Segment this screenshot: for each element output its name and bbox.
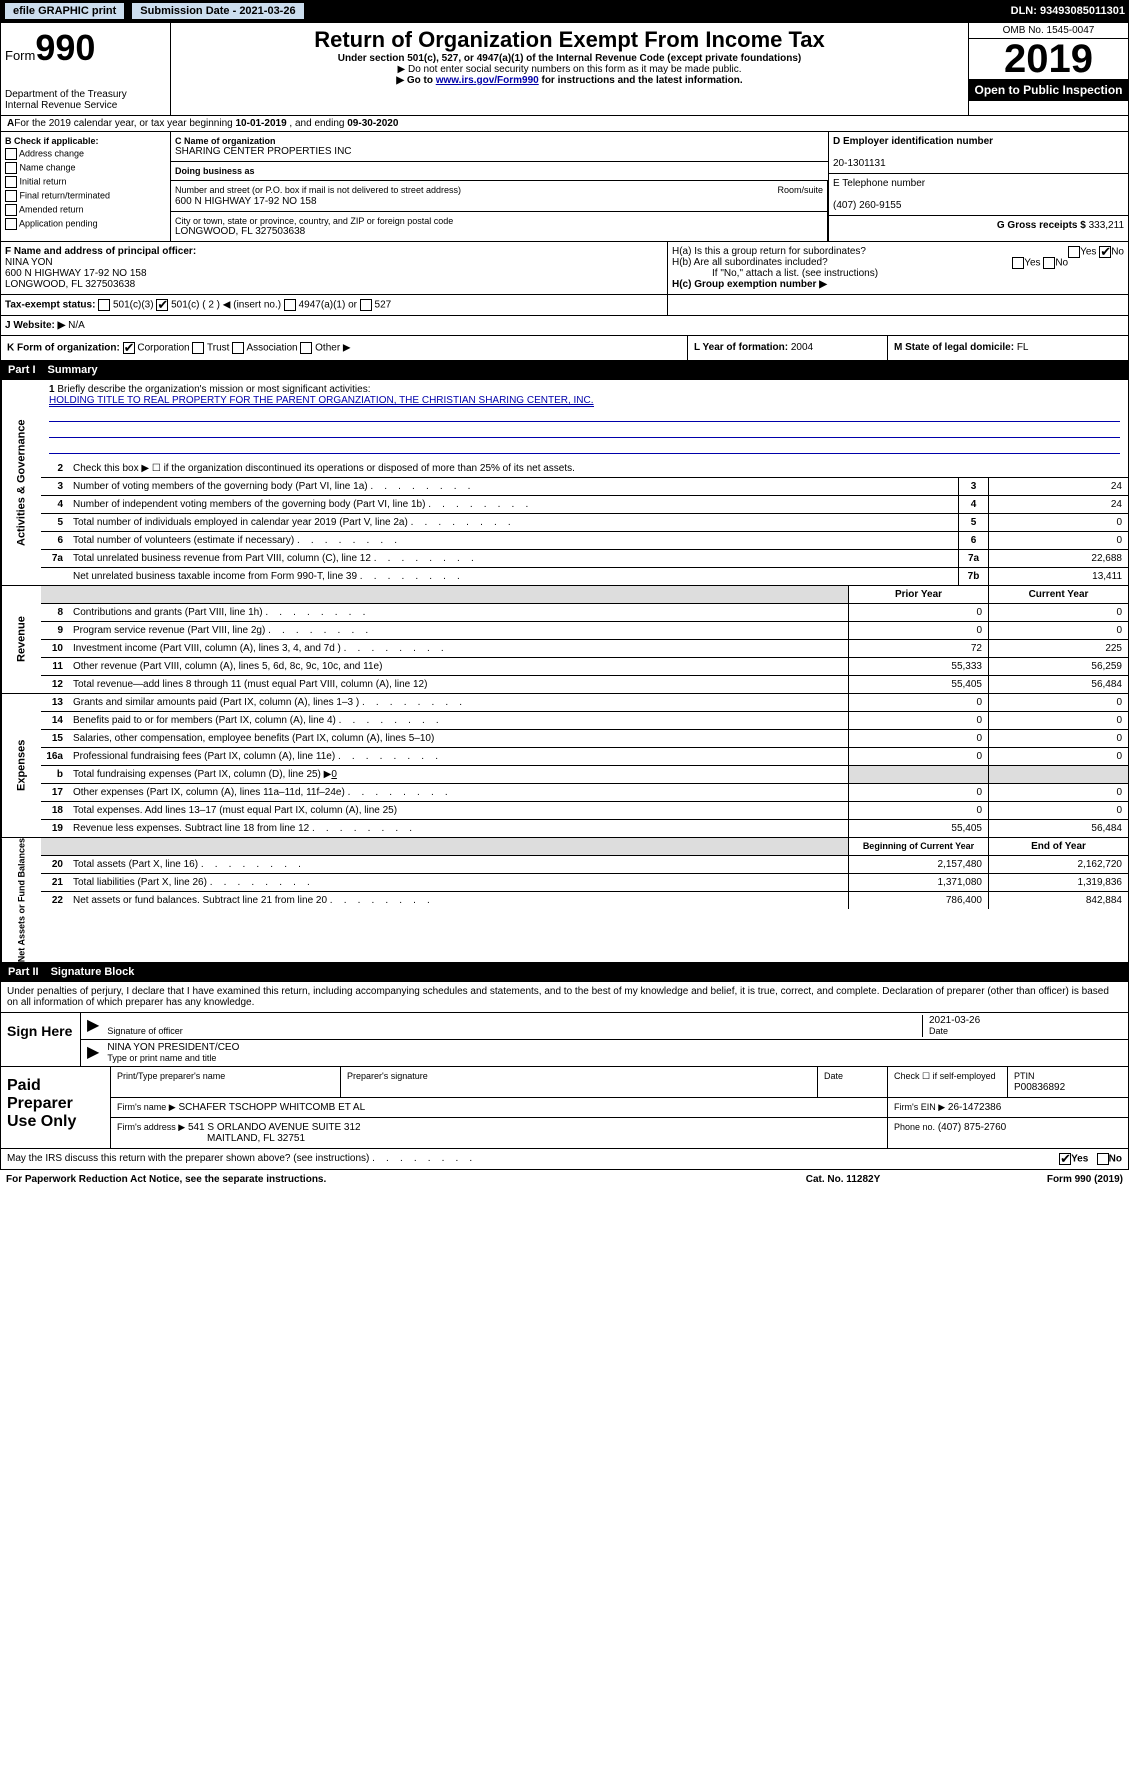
check-app-pending[interactable] <box>5 218 17 230</box>
val-5: 0 <box>988 514 1128 531</box>
instructions-link[interactable]: www.irs.gov/Form990 <box>436 75 539 86</box>
val-6: 0 <box>988 532 1128 549</box>
firm-phone: (407) 875-2760 <box>938 1122 1006 1133</box>
form-header: Form990 Department of the Treasury Inter… <box>0 22 1129 116</box>
check-amended[interactable] <box>5 204 17 216</box>
side-governance: Activities & Governance <box>1 380 41 585</box>
cat-no: Cat. No. 11282Y <box>743 1174 943 1185</box>
part1-header: Part I Summary <box>0 361 1129 379</box>
pra-notice: For Paperwork Reduction Act Notice, see … <box>6 1174 743 1185</box>
form-label: Form <box>5 48 35 63</box>
ptin: P00836892 <box>1014 1082 1065 1093</box>
submission-date: Submission Date - 2021-03-26 <box>131 2 304 20</box>
year-formation: 2004 <box>791 342 813 353</box>
state-domicile: FL <box>1017 342 1029 353</box>
check-527[interactable] <box>360 299 372 311</box>
officer-sig-name: NINA YON PRESIDENT/CEO <box>107 1042 239 1053</box>
discuss-yes[interactable] <box>1059 1153 1071 1165</box>
check-other[interactable] <box>300 342 312 354</box>
officer-name: NINA YON <box>5 257 53 268</box>
col-b-checkboxes: B Check if applicable: Address change Na… <box>1 132 171 241</box>
telephone: (407) 260-9155 <box>833 200 901 211</box>
val-7a: 22,688 <box>988 550 1128 567</box>
efile-badge[interactable]: efile GRAPHIC print <box>4 2 125 20</box>
declaration: Under penalties of perjury, I declare th… <box>1 982 1128 1013</box>
check-address-change[interactable] <box>5 148 17 160</box>
side-expenses: Expenses <box>1 694 41 837</box>
firm-ein: 26-1472386 <box>948 1102 1001 1113</box>
hb-no[interactable] <box>1043 257 1055 269</box>
org-name: SHARING CENTER PROPERTIES INC <box>175 146 824 157</box>
val-3: 24 <box>988 478 1128 495</box>
website: N/A <box>68 320 85 331</box>
dln: DLN: 93493085011301 <box>1011 5 1125 17</box>
discuss-no[interactable] <box>1097 1153 1109 1165</box>
check-501c3[interactable] <box>98 299 110 311</box>
ha-yes[interactable] <box>1068 246 1080 258</box>
side-netassets: Net Assets or Fund Balances <box>1 838 41 962</box>
top-bar: efile GRAPHIC print Submission Date - 20… <box>0 0 1129 22</box>
mission-text: HOLDING TITLE TO REAL PROPERTY FOR THE P… <box>49 395 594 407</box>
form-subtitle: Under section 501(c), 527, or 4947(a)(1)… <box>175 53 964 64</box>
ha-no[interactable] <box>1099 246 1111 258</box>
form-number: 990 <box>35 27 95 68</box>
check-501c[interactable] <box>156 299 168 311</box>
check-corp[interactable] <box>123 342 135 354</box>
ssn-note: ▶ Do not enter social security numbers o… <box>175 64 964 75</box>
val-7b: 13,411 <box>988 568 1128 585</box>
form-footer: Form 990 (2019) <box>943 1174 1123 1185</box>
firm-name: SCHAFER TSCHOPP WHITCOMB ET AL <box>178 1102 365 1113</box>
check-final-return[interactable] <box>5 190 17 202</box>
part2-header: Part II Signature Block <box>0 963 1129 981</box>
ein: 20-1301131 <box>833 158 886 169</box>
open-to-public: Open to Public Inspection <box>969 79 1128 101</box>
val-4: 24 <box>988 496 1128 513</box>
city-state-zip: LONGWOOD, FL 327503638 <box>175 226 823 237</box>
paid-preparer-label: Paid Preparer Use Only <box>1 1067 111 1148</box>
check-name-change[interactable] <box>5 162 17 174</box>
tax-year: 2019 <box>969 39 1128 79</box>
gross-receipts: 333,211 <box>1089 220 1124 231</box>
check-trust[interactable] <box>192 342 204 354</box>
firm-addr: 541 S ORLANDO AVENUE SUITE 312 <box>188 1122 361 1133</box>
row-a: AFor the 2019 calendar year, or tax year… <box>0 116 1129 132</box>
sig-date: 2021-03-26 <box>929 1015 980 1026</box>
dept-treasury: Department of the Treasury <box>5 89 166 100</box>
irs-label: Internal Revenue Service <box>5 100 166 111</box>
sign-here-label: Sign Here <box>1 1013 81 1066</box>
hb-yes[interactable] <box>1012 257 1024 269</box>
check-assoc[interactable] <box>232 342 244 354</box>
check-4947[interactable] <box>284 299 296 311</box>
form-title: Return of Organization Exempt From Incom… <box>175 27 964 53</box>
side-revenue: Revenue <box>1 586 41 693</box>
check-initial-return[interactable] <box>5 176 17 188</box>
street-address: 600 N HIGHWAY 17-92 NO 158 <box>175 196 317 207</box>
